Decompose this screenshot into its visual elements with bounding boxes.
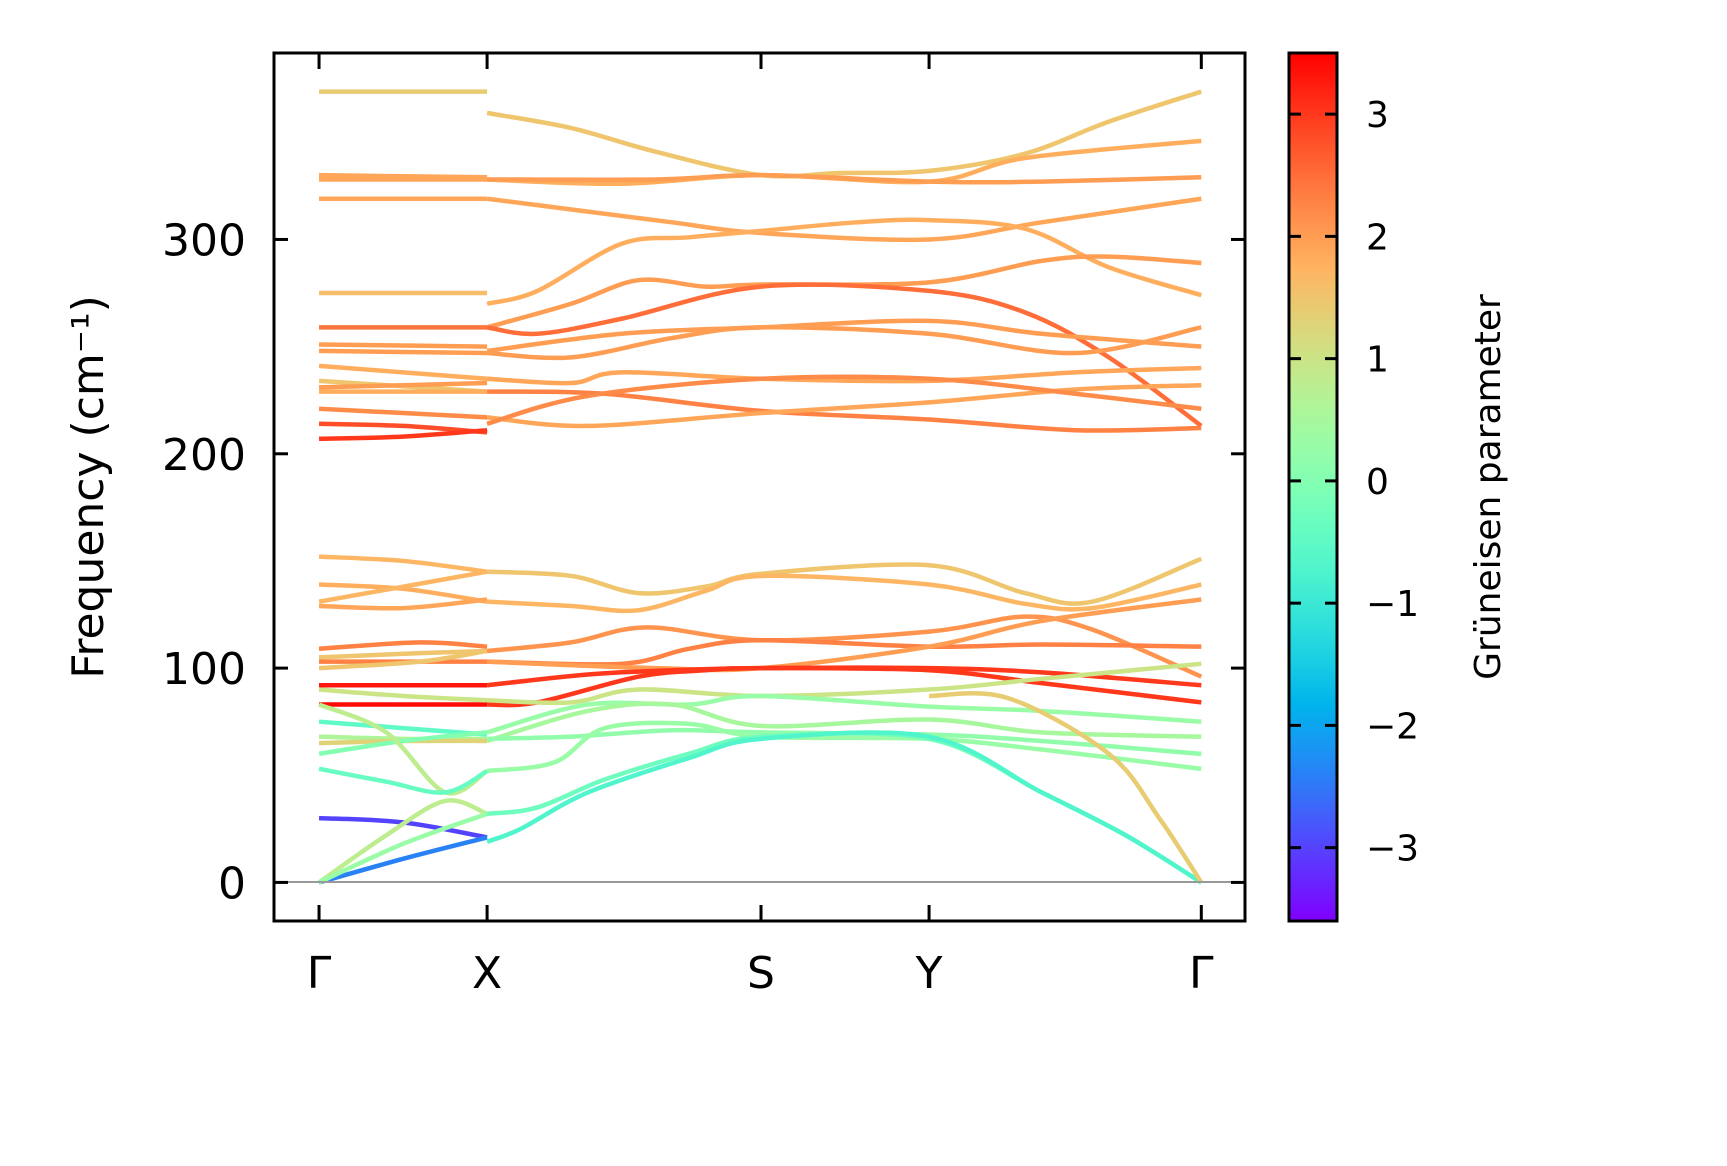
axes: 0 100 200 300 Γ X S Y Γ <box>162 53 1245 999</box>
x-tick-label: Y <box>915 948 943 999</box>
band-line <box>318 569 488 604</box>
band-line <box>486 254 1202 330</box>
band-line <box>318 648 488 671</box>
band-line <box>318 406 488 420</box>
plot-frame <box>272 51 1247 923</box>
band-line <box>319 348 488 356</box>
y-tick-label: 0 <box>218 858 246 909</box>
band-line <box>486 318 1202 354</box>
band-line <box>318 427 488 442</box>
band-line <box>318 640 488 652</box>
band-line <box>486 324 1202 361</box>
band-line <box>318 597 488 611</box>
colorbar-tick-label: 1 <box>1366 340 1389 381</box>
band-line <box>487 172 1202 185</box>
band-line <box>318 687 488 703</box>
band-line <box>487 727 1202 757</box>
band-line <box>929 691 1204 884</box>
band-line <box>486 573 1202 614</box>
band-line <box>486 382 1202 429</box>
band-line <box>319 342 488 349</box>
y-axis-label: Frequency (cm⁻¹) <box>63 295 114 679</box>
colorbar-axis: 3 2 1 0 −1 −2 −3 <box>1289 95 1419 870</box>
band-line <box>318 730 488 757</box>
band-line <box>486 365 1202 386</box>
band-line <box>486 556 1203 606</box>
colorbar-tick-label: 0 <box>1366 462 1389 503</box>
band-line <box>317 798 488 885</box>
x-tick-label: S <box>747 948 775 999</box>
y-tick-label: 200 <box>162 430 246 481</box>
band-line <box>318 648 488 660</box>
band-line <box>318 766 489 795</box>
band-line <box>318 363 488 382</box>
band-line <box>319 172 488 180</box>
colorbar <box>1287 51 1339 923</box>
band-line <box>318 702 489 796</box>
colorbar-tick-label: 3 <box>1366 95 1389 136</box>
colorbar-label: Grüneisen parameter <box>1468 294 1509 680</box>
band-line <box>318 835 488 885</box>
band-line <box>486 89 1203 179</box>
x-tick-label: Γ <box>307 948 332 999</box>
x-tick-label: X <box>472 948 502 999</box>
y-tick-label: 300 <box>162 215 246 266</box>
band-line <box>318 554 488 574</box>
bands-layer <box>317 89 1204 885</box>
band-line <box>486 196 1202 243</box>
band-line <box>487 637 1202 667</box>
band-line <box>486 665 1202 708</box>
band-line <box>486 701 1202 744</box>
band-line <box>486 217 1202 306</box>
band-line <box>318 380 488 390</box>
band-line <box>486 614 1203 679</box>
colorbar-tick-label: 2 <box>1366 217 1389 258</box>
colorbar-tick-label: −2 <box>1366 706 1419 747</box>
x-tick-label: Γ <box>1189 948 1214 999</box>
colorbar-tick-label: −1 <box>1366 584 1419 625</box>
band-line <box>486 693 1202 735</box>
band-line <box>486 730 1203 885</box>
band-line <box>318 811 488 885</box>
band-line <box>487 597 1202 673</box>
band-line <box>486 374 1202 426</box>
colorbar-tick-label: −3 <box>1366 829 1419 870</box>
y-tick-label: 100 <box>162 644 246 695</box>
